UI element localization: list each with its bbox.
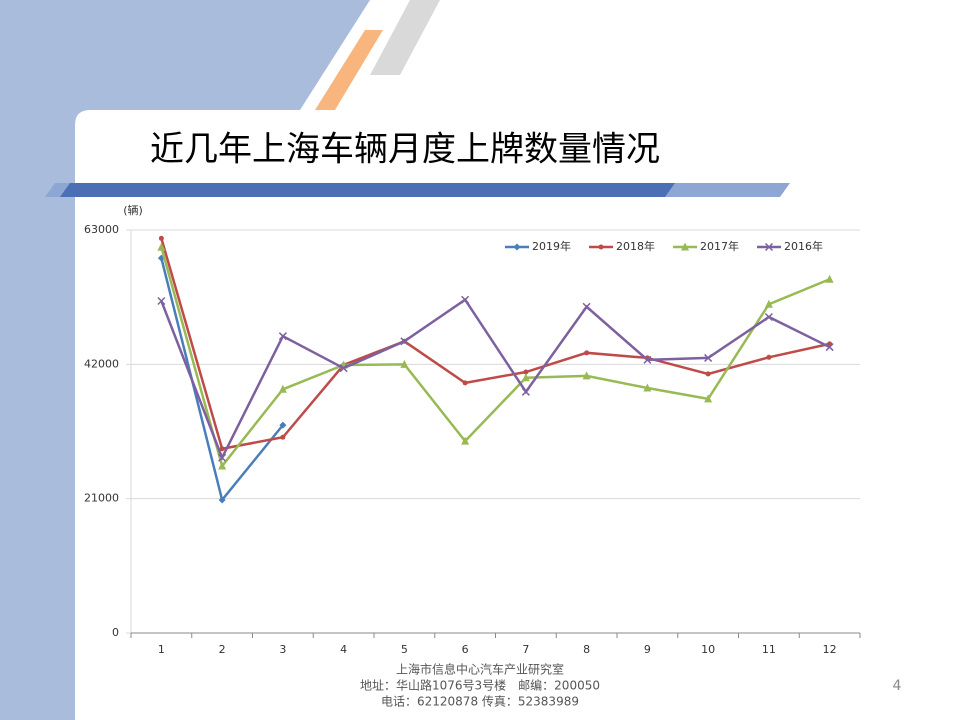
marker [279,421,287,429]
marker [766,354,772,360]
y-axis-label: (辆) [123,203,143,217]
marker [462,380,468,386]
x-tick-label: 2 [219,643,226,656]
marker [523,369,529,375]
marker [825,343,834,352]
x-tick-label: 12 [823,643,837,656]
x-tick-label: 9 [644,643,651,656]
y-tick-label: 42000 [84,357,119,370]
marker [643,383,652,392]
slide-title: 近几年上海车辆月度上牌数量情况 [150,130,660,170]
stripe-orange [315,30,383,110]
footer-line: 地址：华山路1076号3号楼 邮编：200050 [360,678,600,693]
legend-marker [681,242,689,251]
x-tick-label: 4 [340,643,347,656]
x-tick-label: 1 [158,643,165,656]
series-line [160,237,830,451]
page-number: 4 [893,678,902,694]
legend-marker [764,242,774,252]
marker [521,387,530,396]
marker [582,302,591,311]
content-panel [75,110,960,720]
marker [218,496,226,504]
y-tick-label: 0 [112,626,119,639]
marker [582,371,591,380]
x-tick-label: 6 [462,643,469,656]
marker [278,384,287,393]
marker [643,355,652,364]
series-line [160,297,831,461]
legend-marker [513,243,521,251]
legend-label: 2017年 [700,239,739,253]
marker [704,353,713,362]
x-tick-label: 10 [701,643,715,656]
marker [764,312,773,322]
marker [461,295,470,304]
title-bar [60,183,675,197]
marker [218,461,227,470]
marker [521,373,530,382]
marker [218,453,227,462]
marker [584,350,590,356]
marker [705,371,711,377]
marker [278,332,287,341]
marker [339,364,348,373]
marker [704,394,713,403]
stripe-gray [370,0,440,75]
series-line [160,246,831,469]
marker [461,436,470,445]
marker [400,359,409,368]
marker [764,299,773,308]
footer-line: 电话：62120878 传真：52383989 [381,694,579,709]
marker [157,242,166,251]
y-tick-label: 21000 [84,492,119,505]
marker [157,296,166,306]
marker [400,337,409,346]
legend-marker [598,244,604,250]
x-tick-label: 5 [401,643,408,656]
marker [825,274,834,283]
legend-label: 2018年 [616,239,655,253]
x-tick-label: 7 [522,643,529,656]
marker [219,446,225,452]
x-tick-label: 8 [583,643,590,656]
footer-line: 上海市信息中心汽车产业研究室 [396,662,564,677]
x-tick-label: 3 [279,643,286,656]
x-tick-label: 11 [762,643,776,656]
legend-label: 2019年 [532,239,571,253]
legend-label: 2016年 [784,239,823,253]
marker [158,235,164,241]
y-tick-label: 63000 [84,223,119,236]
marker [280,434,286,440]
